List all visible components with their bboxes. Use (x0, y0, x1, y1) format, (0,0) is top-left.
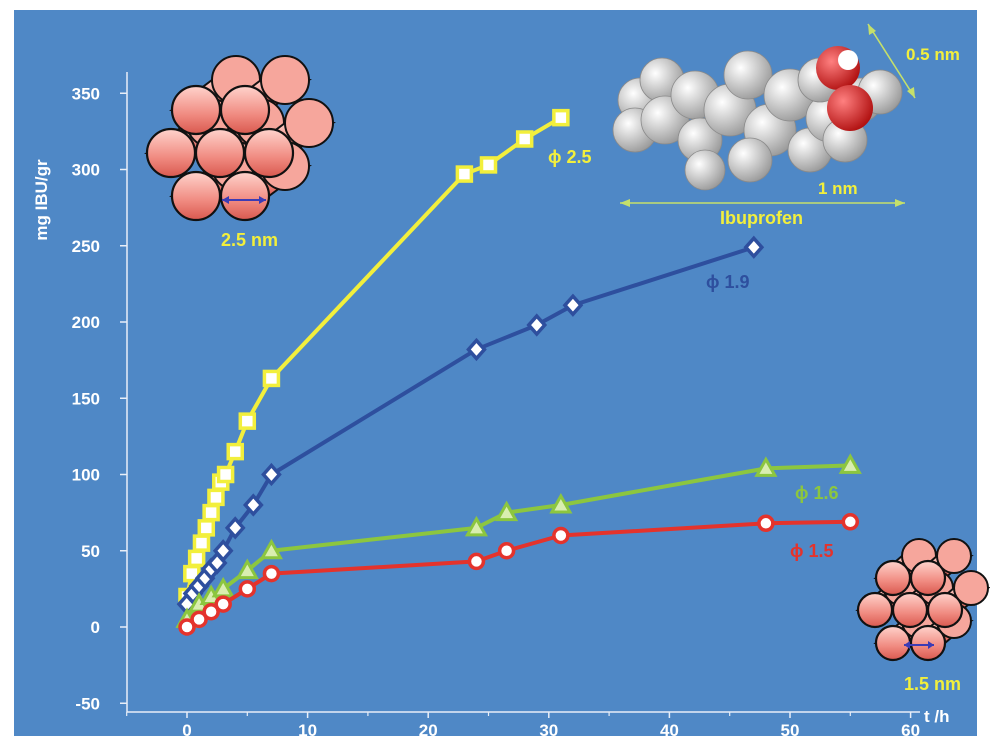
pore-cylinder-face (219, 170, 271, 222)
data-point-marker (495, 500, 519, 522)
data-point-marker (190, 610, 208, 629)
data-point-marker (552, 526, 570, 545)
pore-cylinder-back (284, 98, 334, 148)
ibuprofen-molecule-model (612, 46, 903, 191)
small-pore-size-label: 1.5 nm (904, 674, 961, 694)
pore-cylinder-back (260, 55, 310, 105)
oxygen-atom (827, 85, 873, 131)
data-point-marker (549, 492, 573, 514)
data-point-marker (212, 539, 234, 563)
data-point-marker (216, 465, 235, 484)
pore-cylinder-face (874, 559, 912, 597)
x-tick-label: 40 (660, 721, 679, 740)
data-point-marker (187, 549, 206, 568)
pore-cylinder-face (145, 127, 197, 179)
x-tick-label: 0 (182, 721, 191, 740)
data-point-marker (466, 337, 487, 362)
y-tick-label: 200 (72, 313, 100, 332)
pore-cylinder-face (874, 624, 912, 662)
x-axis-label: t /h (924, 707, 950, 726)
pore-cylinder-face (170, 84, 222, 136)
pore-cylinder-face (219, 84, 271, 136)
large-pore-size-label: 2.5 nm (221, 230, 278, 250)
hydrogen-atom (838, 50, 858, 70)
data-point-marker (497, 542, 516, 560)
data-point-marker (242, 493, 264, 517)
series-label-1-9: ϕ 1.9 (706, 272, 750, 292)
data-point-marker (192, 534, 211, 552)
series-line (185, 463, 851, 621)
series-label-2-5: ϕ 2.5 (548, 147, 592, 167)
y-axis-label: mg IBU/gr (32, 159, 51, 241)
series-label-1-5: ϕ 1.5 (790, 541, 834, 561)
series-line (185, 519, 851, 629)
y-tick-label: 300 (72, 161, 100, 180)
data-point-marker (743, 235, 765, 259)
pore-cylinder-face (243, 127, 295, 179)
y-tick-label: 350 (72, 84, 100, 103)
x-tick-label: 20 (419, 721, 438, 740)
data-point-marker (259, 538, 283, 560)
x-tick-label: 50 (781, 721, 800, 740)
data-point-marker (178, 618, 196, 636)
pore-cylinder-face (856, 591, 894, 629)
pore-cylinder-face (891, 591, 929, 629)
pore-cylinder-back (953, 570, 989, 606)
pore-cylinder-back (936, 538, 972, 574)
molecule-name-label: Ibuprofen (720, 208, 803, 228)
data-point-marker (841, 513, 860, 531)
data-point-marker (261, 462, 282, 487)
data-point-marker (464, 515, 489, 537)
y-tick-label: 150 (72, 389, 100, 408)
data-point-marker (467, 552, 486, 571)
y-tick-label: 100 (72, 466, 100, 485)
x-tick-label: 10 (298, 721, 317, 740)
atom-sphere (727, 137, 773, 183)
x-tick-label: 30 (539, 721, 558, 740)
data-point-marker (224, 516, 246, 540)
data-point-marker (262, 564, 281, 583)
x-tick-label: 60 (901, 721, 920, 740)
data-point-marker (515, 130, 534, 148)
data-point-marker (214, 595, 232, 613)
atom-sphere (723, 50, 773, 100)
y-tick-label: 250 (72, 237, 100, 256)
data-point-marker (552, 108, 570, 127)
data-point-marker (479, 156, 498, 174)
atom-sphere (684, 149, 726, 191)
data-point-marker (262, 369, 281, 388)
data-point-marker (757, 514, 775, 533)
data-point-marker (838, 453, 862, 474)
molecule-length-label: 1 nm (818, 179, 858, 198)
data-point-marker (202, 603, 220, 621)
molecule-width-label: 0.5 nm (906, 45, 960, 64)
series-label-1-6: ϕ 1.6 (795, 483, 839, 503)
large-pore-cluster-illustration (144, 55, 336, 222)
pore-cylinder-face (170, 170, 222, 222)
data-point-marker (226, 442, 244, 461)
data-point-marker (202, 503, 220, 522)
y-tick-label: 0 (91, 618, 100, 637)
data-point-marker (526, 313, 548, 337)
pore-cylinder-face (194, 127, 246, 179)
data-point-marker (455, 165, 474, 183)
data-point-marker (562, 293, 584, 317)
data-point-marker (238, 580, 257, 598)
data-point-marker (238, 412, 257, 430)
data-point-marker (207, 488, 225, 507)
pore-cylinder-face (926, 591, 964, 629)
data-point-marker (235, 558, 259, 580)
small-pore-cluster-illustration (855, 538, 990, 662)
pore-cylinder-face (909, 559, 947, 597)
data-point-marker (754, 456, 778, 477)
y-tick-label: 50 (81, 542, 100, 561)
data-point-marker (197, 519, 216, 537)
y-tick-label: -50 (75, 694, 100, 713)
molecule-width-arrow (867, 23, 916, 99)
